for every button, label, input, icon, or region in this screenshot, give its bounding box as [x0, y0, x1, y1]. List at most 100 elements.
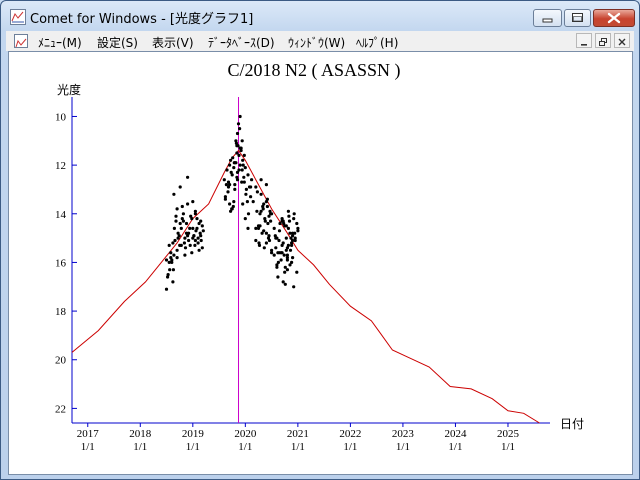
mdi-restore-button[interactable] — [595, 33, 611, 48]
observation-point — [171, 241, 175, 245]
observation-point — [239, 146, 243, 150]
observation-point — [281, 280, 285, 284]
x-tick-year-label: 2024 — [444, 428, 467, 440]
title-bar[interactable]: Comet for Windows - [光度グラフ1] — [1, 1, 639, 31]
observation-point — [170, 260, 174, 264]
observation-point — [288, 248, 293, 252]
observation-point — [175, 248, 179, 252]
observation-point — [175, 207, 179, 211]
observation-point — [191, 200, 195, 204]
chart-app-icon[interactable] — [10, 9, 26, 25]
observation-point — [192, 234, 196, 238]
close-button[interactable] — [593, 9, 635, 27]
y-axis-label: 光度 — [57, 82, 81, 97]
chart-app-icon[interactable] — [14, 34, 28, 48]
observation-point — [224, 183, 228, 187]
observation-point — [199, 238, 203, 243]
observation-point — [286, 243, 290, 247]
observation-point — [286, 209, 290, 213]
observation-point — [272, 226, 276, 230]
observation-point — [258, 212, 262, 216]
observation-point — [226, 185, 231, 189]
x-tick-date-label: 1/1 — [238, 441, 252, 453]
close-icon — [607, 12, 621, 24]
observation-point — [230, 173, 234, 177]
observation-point — [254, 185, 258, 189]
observation-point — [238, 114, 242, 119]
observation-point — [282, 253, 286, 257]
observation-point — [270, 212, 274, 216]
observation-point — [290, 260, 294, 264]
observation-point — [229, 158, 233, 162]
observation-point — [233, 183, 237, 187]
observation-point — [237, 168, 241, 172]
close-icon — [618, 38, 626, 46]
light-curve-chart: C/2018 N2 ( ASASSN ) 光度 日付 1012141618202… — [55, 60, 584, 453]
observation-point — [171, 268, 175, 272]
observation-point — [178, 185, 182, 189]
observation-point — [258, 224, 262, 228]
observation-point — [177, 234, 181, 238]
observation-point — [285, 268, 289, 272]
x-tick-date-label: 1/1 — [448, 441, 462, 453]
menu-item-help[interactable]: ﾍﾙﾌﾟ(H) — [356, 36, 399, 50]
observation-point — [228, 163, 232, 167]
observation-point — [176, 231, 180, 235]
observation-point — [266, 236, 271, 240]
x-tick-date-label: 1/1 — [501, 441, 515, 453]
observation-point — [291, 238, 295, 243]
mdi-close-button[interactable] — [614, 33, 630, 48]
observation-point — [242, 180, 246, 184]
observation-point — [257, 241, 261, 245]
observation-point — [280, 217, 284, 221]
observation-point — [231, 204, 235, 209]
observation-point — [198, 231, 202, 235]
observation-point — [283, 270, 287, 274]
mdi-minimize-button[interactable] — [576, 33, 592, 48]
observation-point — [173, 238, 177, 243]
menu-item-window[interactable]: ｳｨﾝﾄﾞｳ(W) — [288, 36, 346, 50]
observation-point — [178, 221, 182, 226]
observation-point — [256, 226, 261, 230]
observation-point — [246, 212, 251, 216]
x-tick-year-label: 2021 — [287, 428, 309, 440]
observation-point — [228, 202, 232, 206]
menu-item-menu[interactable]: ﾒﾆｭｰ(M) — [38, 36, 82, 50]
observation-point — [188, 243, 192, 247]
observation-point — [285, 253, 289, 257]
observation-point — [181, 219, 185, 223]
observation-point — [267, 234, 271, 238]
maximize-button[interactable] — [564, 9, 591, 27]
observation-point — [270, 248, 274, 252]
graph-client-area: C/2018 N2 ( ASASSN ) 光度 日付 10 12 14 16 18 20 2… — [8, 51, 633, 475]
observation-point — [193, 212, 197, 216]
observation-point — [240, 139, 244, 143]
x-ticks: 20171/120181/120191/120201/120211/120221… — [77, 423, 519, 453]
x-tick-year-label: 2022 — [339, 428, 361, 440]
observation-point — [293, 231, 297, 235]
observation-point — [186, 175, 190, 179]
observation-point — [229, 209, 233, 213]
observation-point — [229, 170, 233, 174]
observation-point — [254, 238, 258, 243]
observation-point — [164, 287, 169, 291]
observation-point — [240, 180, 244, 184]
observation-point — [265, 204, 269, 209]
observation-point — [199, 234, 203, 238]
observation-point — [267, 238, 272, 243]
observation-point — [262, 229, 266, 233]
observation-point — [266, 221, 270, 226]
observation-point — [275, 265, 279, 269]
observation-point — [231, 156, 235, 160]
menu-item-settings[interactable]: 設定(S) — [97, 36, 138, 50]
menu-item-view[interactable]: 表示(V) — [152, 36, 194, 50]
observation-point — [285, 258, 289, 262]
observation-point — [167, 260, 171, 264]
minimize-button[interactable] — [533, 9, 562, 27]
menu-item-database[interactable]: ﾃﾞｰﾀﾍﾞｰｽ(D) — [208, 36, 275, 50]
observation-point — [174, 219, 178, 223]
observation-point — [272, 253, 276, 257]
observation-point — [237, 153, 241, 157]
observation-point — [287, 214, 291, 218]
observation-point — [255, 190, 259, 194]
